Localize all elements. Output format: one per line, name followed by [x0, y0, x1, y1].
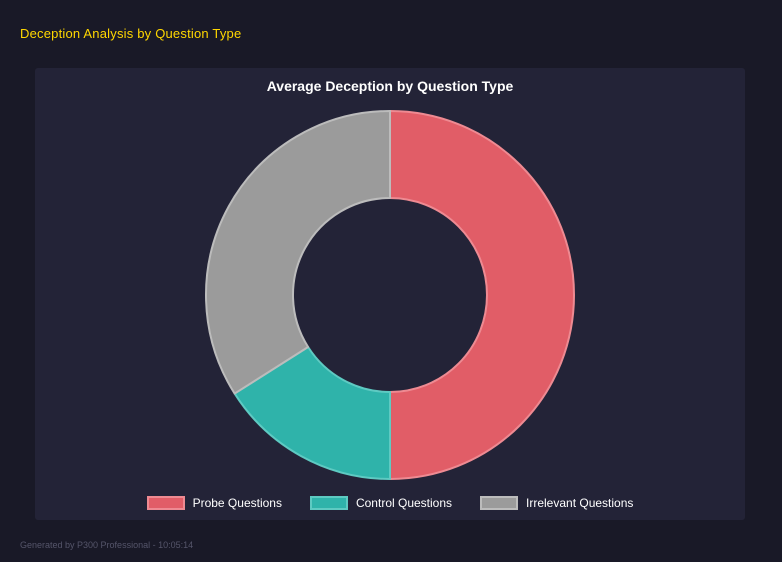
- irrelevant-swatch-icon: [480, 496, 519, 510]
- donut-segment-2[interactable]: [205, 110, 391, 395]
- footer-status: Generated by P300 Professional - 10:05:1…: [20, 540, 194, 550]
- legend-item-irrelevant[interactable]: Irrelevant Questions: [480, 496, 633, 510]
- legend-item-control[interactable]: Control Questions: [309, 496, 453, 510]
- probe-swatch-icon: [146, 496, 185, 510]
- control-swatch-icon: [309, 496, 348, 510]
- page-title: Deception Analysis by Question Type: [20, 26, 242, 41]
- legend-item-probe[interactable]: Probe Questions: [146, 496, 282, 510]
- donut-segment-1[interactable]: [233, 345, 391, 480]
- chart-panel: Average Deception by Question Type Probe…: [35, 68, 745, 520]
- legend-label: Control Questions: [355, 496, 453, 510]
- donut-segment-0[interactable]: [389, 110, 575, 480]
- legend-label: Probe Questions: [192, 496, 282, 510]
- legend-label: Irrelevant Questions: [526, 496, 634, 510]
- chart-legend: Probe Questions Control Questions Irrele…: [35, 496, 745, 510]
- doughnut-chart[interactable]: [35, 68, 745, 488]
- chart-title: Average Deception by Question Type: [266, 78, 514, 94]
